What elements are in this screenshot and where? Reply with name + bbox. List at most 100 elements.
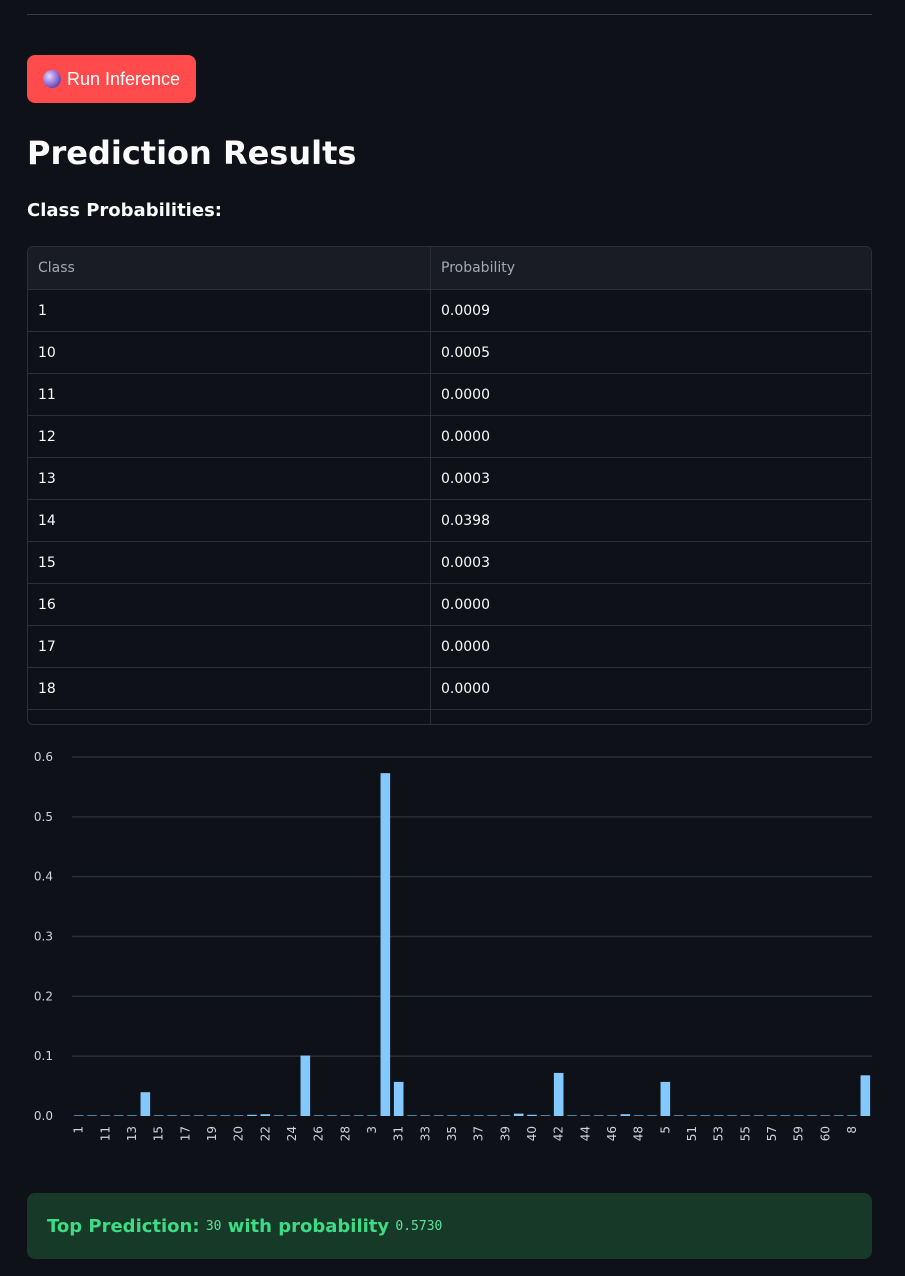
x-tick-label: 37 (472, 1126, 486, 1141)
bar-11[interactable] (100, 1115, 111, 1116)
bar-28[interactable] (340, 1115, 351, 1116)
bar-52[interactable] (700, 1115, 711, 1116)
table-row[interactable]: 17 0.0000 (28, 626, 871, 668)
table-row[interactable]: 15 0.0003 (28, 542, 871, 584)
x-tick-label: 46 (605, 1126, 619, 1141)
class-cell: 10 (28, 332, 431, 373)
bar-14[interactable] (140, 1092, 151, 1116)
bar-32[interactable] (407, 1115, 417, 1116)
column-header-class[interactable]: Class (28, 247, 431, 289)
bar-60[interactable] (820, 1115, 831, 1116)
bar-49[interactable] (647, 1115, 657, 1116)
run-inference-button[interactable]: Run Inference (27, 55, 196, 103)
table-row[interactable]: 13 0.0003 (28, 458, 871, 500)
bar-25[interactable] (300, 1055, 311, 1116)
x-tick-label: 55 (738, 1126, 752, 1141)
bar-48[interactable] (633, 1115, 644, 1116)
bar-47[interactable] (620, 1114, 631, 1116)
bar-17[interactable] (180, 1115, 191, 1116)
bar-40[interactable] (527, 1114, 537, 1116)
bar-2[interactable] (220, 1115, 231, 1116)
top-prediction-alert: Top Prediction: 30 with probability 0.57… (27, 1193, 872, 1259)
bar-45[interactable] (593, 1115, 604, 1116)
bar-46[interactable] (607, 1115, 617, 1116)
run-inference-label: Run Inference (66, 68, 181, 89)
bar-15[interactable] (153, 1115, 164, 1116)
bar-26[interactable] (313, 1115, 324, 1116)
bar-20[interactable] (233, 1115, 244, 1116)
bar-57[interactable] (767, 1115, 777, 1116)
bar-13[interactable] (127, 1115, 137, 1116)
probability-bar-chart[interactable]: 0.00.10.20.30.40.50.61 11 13 15 17 19 20 22 24 26… (0, 745, 905, 1165)
bar-8[interactable] (847, 1115, 857, 1116)
bar-51[interactable] (687, 1115, 697, 1116)
bar-38[interactable] (487, 1115, 497, 1116)
probability-cell: 0.0000 (441, 638, 490, 655)
bar-58[interactable] (780, 1115, 791, 1116)
bar-9[interactable] (860, 1075, 871, 1116)
bar-33[interactable] (420, 1115, 431, 1116)
bar-56[interactable] (753, 1115, 764, 1116)
probability-table[interactable]: Class Probability 1 0.0009 10 0.0005 11 … (27, 246, 872, 725)
probability-cell: 0.0009 (441, 302, 490, 319)
bar-6[interactable] (807, 1115, 817, 1116)
probability-cell: 0.0000 (441, 680, 490, 697)
section-subtitle: Class Probabilities: (27, 200, 222, 221)
y-tick-label: 0.5 (34, 810, 53, 824)
bar-37[interactable] (473, 1115, 484, 1116)
bar-50[interactable] (673, 1115, 684, 1116)
probability-cell: 0.0000 (441, 596, 490, 613)
bar-34[interactable] (433, 1115, 444, 1116)
bar-4[interactable] (513, 1113, 524, 1116)
x-tick-label: 51 (685, 1126, 699, 1141)
class-cell: 15 (28, 542, 431, 583)
table-row-partial[interactable] (28, 710, 871, 724)
table-row[interactable]: 1 0.0009 (28, 290, 871, 332)
table-row[interactable]: 12 0.0000 (28, 416, 871, 458)
bar-29[interactable] (353, 1115, 364, 1116)
x-tick-label: 20 (232, 1126, 246, 1141)
bar-18[interactable] (193, 1115, 204, 1116)
table-row[interactable]: 18 0.0000 (28, 668, 871, 710)
table-row[interactable]: 10 0.0005 (28, 332, 871, 374)
bar-19[interactable] (207, 1115, 217, 1116)
bar-30[interactable] (380, 773, 391, 1116)
class-cell: 13 (28, 458, 431, 499)
bar-27[interactable] (327, 1115, 337, 1116)
bar-31[interactable] (393, 1081, 404, 1116)
bar-55[interactable] (740, 1115, 751, 1116)
bar-39[interactable] (500, 1115, 511, 1116)
bar-16[interactable] (167, 1115, 177, 1116)
bar-53[interactable] (713, 1115, 724, 1116)
bar-1[interactable] (73, 1115, 84, 1116)
x-tick-label: 59 (792, 1126, 806, 1141)
bar-22[interactable] (260, 1114, 271, 1116)
column-header-probability[interactable]: Probability (441, 260, 516, 276)
x-tick-label: 15 (152, 1126, 166, 1141)
bar-36[interactable] (460, 1115, 471, 1116)
bar-24[interactable] (287, 1115, 297, 1116)
bar-35[interactable] (447, 1115, 457, 1116)
bar-59[interactable] (793, 1115, 804, 1116)
bar-43[interactable] (567, 1115, 577, 1116)
bar-23[interactable] (273, 1115, 284, 1116)
table-row[interactable]: 16 0.0000 (28, 584, 871, 626)
bar-10[interactable] (87, 1115, 97, 1116)
bar-41[interactable] (540, 1115, 551, 1116)
bar-21[interactable] (247, 1114, 257, 1116)
x-tick-label: 39 (498, 1126, 512, 1141)
probability-cell: 0.0003 (441, 470, 490, 487)
bar-12[interactable] (113, 1115, 124, 1116)
x-tick-label: 42 (552, 1126, 566, 1141)
bar-3[interactable] (367, 1115, 377, 1116)
bar-54[interactable] (727, 1115, 737, 1116)
table-row[interactable]: 14 0.0398 (28, 500, 871, 542)
x-tick-label: 3 (365, 1126, 379, 1134)
probability-cell: 0.0000 (441, 386, 490, 403)
bar-7[interactable] (833, 1115, 844, 1116)
class-cell: 1 (28, 290, 431, 331)
bar-5[interactable] (660, 1081, 671, 1116)
bar-42[interactable] (553, 1072, 564, 1116)
table-row[interactable]: 11 0.0000 (28, 374, 871, 416)
bar-44[interactable] (580, 1115, 591, 1116)
